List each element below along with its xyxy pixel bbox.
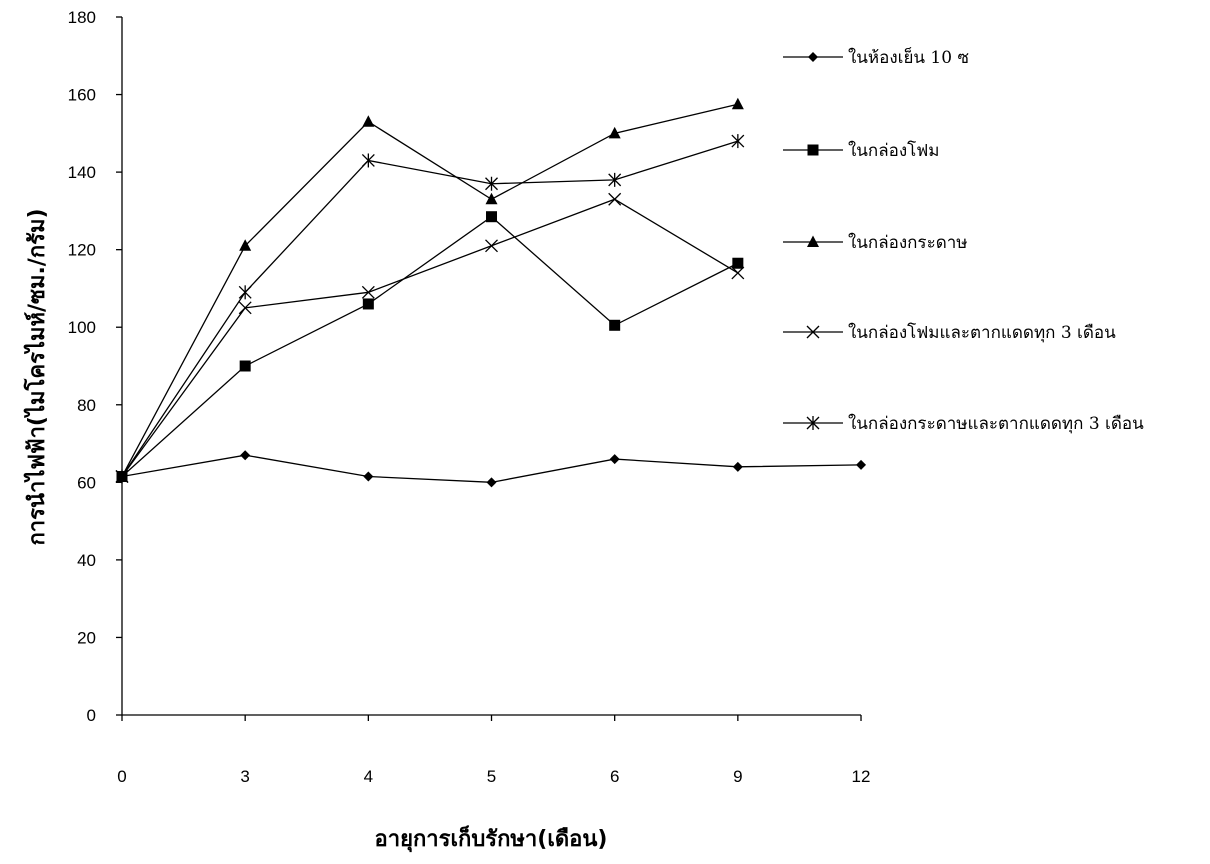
data-point-star [361,153,375,168]
data-point-triangle [731,97,744,110]
y-axis-ticks: 0 20 40 60 80 100 120 140 160 180 [68,8,122,725]
data-point-star [485,176,498,191]
y-axis-title: การนำไฟฟ้า(ไมโครไมห์/ซม./กรัม) [23,208,50,545]
y-tick-label: 100 [68,318,96,337]
y-tick-label: 120 [68,241,96,260]
y-tick-label: 180 [68,8,96,27]
series-line [121,215,739,478]
data-point-square [362,298,374,310]
legend-item: ในกล่องโฟม [783,140,940,161]
x-tick-label: 5 [487,767,496,786]
data-point-square [732,257,744,269]
data-point-star [115,469,129,484]
y-tick-label: 160 [68,86,96,105]
x-tick-label: 4 [364,767,373,786]
data-point-diamond [240,450,251,461]
data-point-x [361,285,375,299]
legend-item: ในห้องเย็น 10 ซ [783,46,969,68]
data-point-diamond [486,477,497,488]
legend: ในห้องเย็น 10 ซในกล่องโฟมในกล่องกระดาษใน… [783,46,1144,434]
data-point-diamond [609,454,620,465]
series-2 [116,211,744,483]
legend-label: ในกล่องกระดาษและตากแดดทุก 3 เดือน [848,413,1144,434]
data-point-x [485,239,498,253]
data-point-square [486,211,498,223]
legend-label: ในกล่องกระดาษ [848,232,968,253]
axes [121,17,862,716]
y-tick-label: 140 [68,163,96,182]
legend-marker-triangle [807,235,819,247]
series-4 [115,192,745,483]
data-point-square [239,360,251,372]
legend-item: ในกล่องโฟมและตากแดดทุก 3 เดือน [783,322,1116,343]
legend-label: ในห้องเย็น 10 ซ [848,46,969,68]
series-line [121,140,739,477]
legend-marker-star [806,416,820,430]
x-tick-label: 9 [733,767,742,786]
y-tick-label: 80 [77,396,96,415]
legend-label: ในกล่องโฟม [848,140,940,161]
y-tick-label: 40 [77,551,96,570]
legend-label: ในกล่องโฟมและตากแดดทุก 3 เดือน [848,322,1116,343]
series-5 [115,134,745,484]
series-3 [116,97,744,482]
data-point-triangle [608,126,621,139]
legend-marker-x [806,325,820,339]
y-tick-label: 60 [77,473,96,492]
series-layer [115,97,867,488]
data-point-diamond [363,471,374,482]
data-point-x [731,266,745,280]
series-line [121,198,739,477]
y-tick-label: 0 [87,706,96,725]
x-tick-label: 6 [610,767,619,786]
legend-marker-square [807,144,819,156]
data-point-square [609,319,621,331]
legend-item: ในกล่องกระดาษและตากแดดทุก 3 เดือน [783,413,1144,434]
data-point-x [608,192,622,206]
x-axis-ticks: 0 3 4 5 6 9 12 [117,715,870,786]
legend-marker-diamond [808,52,818,62]
data-point-star [238,285,252,300]
data-point-diamond [856,459,867,470]
data-point-triangle [362,115,375,127]
x-tick-label: 3 [240,767,249,786]
x-axis-title: อายุการเก็บรักษา(เดือน) [375,824,608,853]
x-tick-label: 0 [117,767,126,786]
data-point-triangle [239,239,252,251]
data-point-diamond [732,461,743,472]
data-point-star [608,172,622,187]
data-point-star [731,134,745,149]
legend-item: ในกล่องกระดาษ [783,232,968,253]
data-point-triangle [485,192,498,205]
data-point-x [238,301,252,315]
y-tick-label: 20 [77,628,96,647]
series-1 [117,450,867,488]
x-tick-label: 12 [852,767,871,786]
series-line [121,103,738,477]
